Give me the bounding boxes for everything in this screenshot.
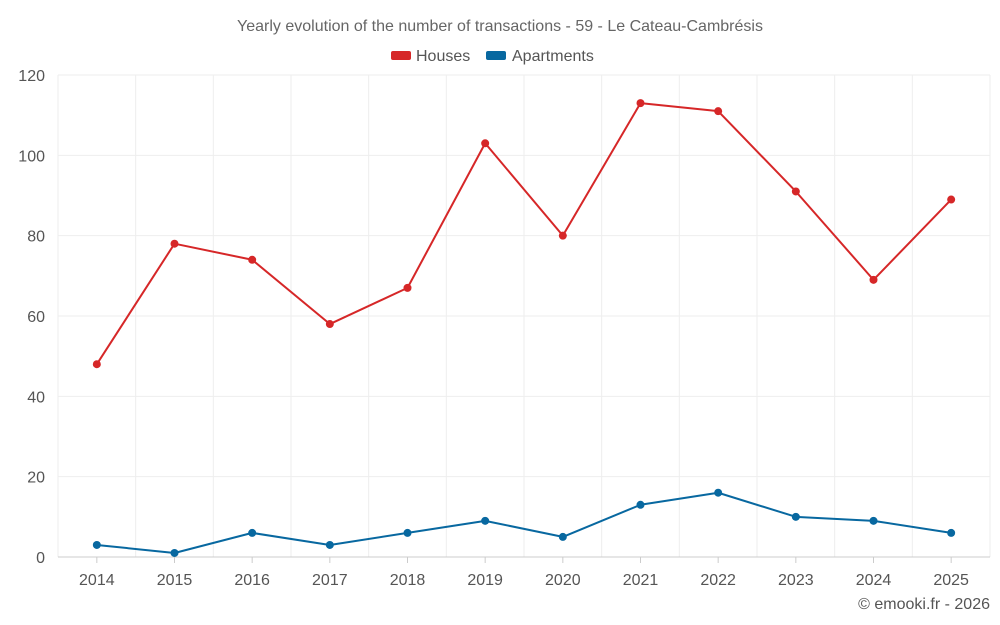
y-tick-label: 120	[18, 68, 45, 85]
axes: 0 20 40 60 80 100 120 2014 2015 2016 2017 2018 2019 2…	[18, 68, 990, 589]
apartments-point[interactable]	[636, 500, 645, 509]
gridlines	[57, 74, 991, 557]
x-tick-label: 2024	[856, 572, 892, 589]
x-tick-label: 2019	[467, 572, 503, 589]
apartments-point[interactable]	[558, 532, 567, 541]
houses-point[interactable]	[92, 360, 101, 369]
x-tick-label: 2022	[700, 572, 736, 589]
credit-text: © emooki.fr - 2026	[858, 596, 990, 613]
y-tick-label: 60	[27, 309, 45, 326]
x-tick-label: 2017	[312, 572, 348, 589]
apartments-line	[96, 491, 952, 554]
legend: Houses Apartments	[391, 48, 594, 65]
x-tick-label: 2016	[234, 572, 270, 589]
chart-title: Yearly evolution of the number of transa…	[237, 18, 763, 35]
x-tick-label: 2015	[157, 572, 193, 589]
legend-label: Houses	[416, 48, 470, 65]
apartments-point[interactable]	[869, 516, 878, 525]
legend-label: Apartments	[512, 48, 594, 65]
x-tick-label: 2014	[79, 572, 115, 589]
series-layer	[92, 99, 956, 557]
legend-swatch	[391, 51, 411, 60]
x-tick-label: 2020	[545, 572, 581, 589]
apartments-point[interactable]	[92, 540, 101, 549]
x-tick-label: 2021	[623, 572, 659, 589]
x-tick-label: 2025	[933, 572, 969, 589]
series-houses	[92, 99, 956, 369]
apartments-point[interactable]	[170, 548, 179, 557]
houses-point[interactable]	[947, 195, 956, 204]
apartments-point[interactable]	[403, 528, 412, 537]
y-tick-label: 100	[18, 148, 45, 165]
apartments-point[interactable]	[947, 528, 956, 537]
legend-swatch	[486, 51, 506, 60]
apartments-point[interactable]	[791, 512, 800, 521]
x-tick-label: 2023	[778, 572, 814, 589]
apartments-point[interactable]	[481, 516, 490, 525]
apartments-point[interactable]	[325, 540, 334, 549]
series-apartments	[92, 488, 956, 557]
houses-point[interactable]	[481, 139, 490, 148]
x-tick-label: 2018	[390, 572, 426, 589]
legend-item-houses[interactable]: Houses	[391, 48, 470, 65]
houses-point[interactable]	[636, 99, 645, 108]
legend-item-apartments[interactable]: Apartments	[486, 48, 594, 65]
y-tick-label: 40	[27, 389, 45, 406]
houses-point[interactable]	[325, 320, 334, 329]
y-tick-label: 20	[27, 470, 45, 487]
houses-point[interactable]	[869, 275, 878, 284]
houses-point[interactable]	[170, 239, 179, 248]
houses-line	[95, 102, 952, 365]
houses-point[interactable]	[714, 107, 723, 116]
y-tick-label: 0	[36, 550, 45, 567]
houses-point[interactable]	[791, 187, 800, 196]
houses-point[interactable]	[248, 255, 257, 264]
apartments-point[interactable]	[714, 488, 723, 497]
apartments-point[interactable]	[248, 528, 257, 537]
houses-point[interactable]	[403, 283, 412, 292]
houses-point[interactable]	[558, 231, 567, 240]
y-tick-label: 80	[27, 229, 45, 246]
